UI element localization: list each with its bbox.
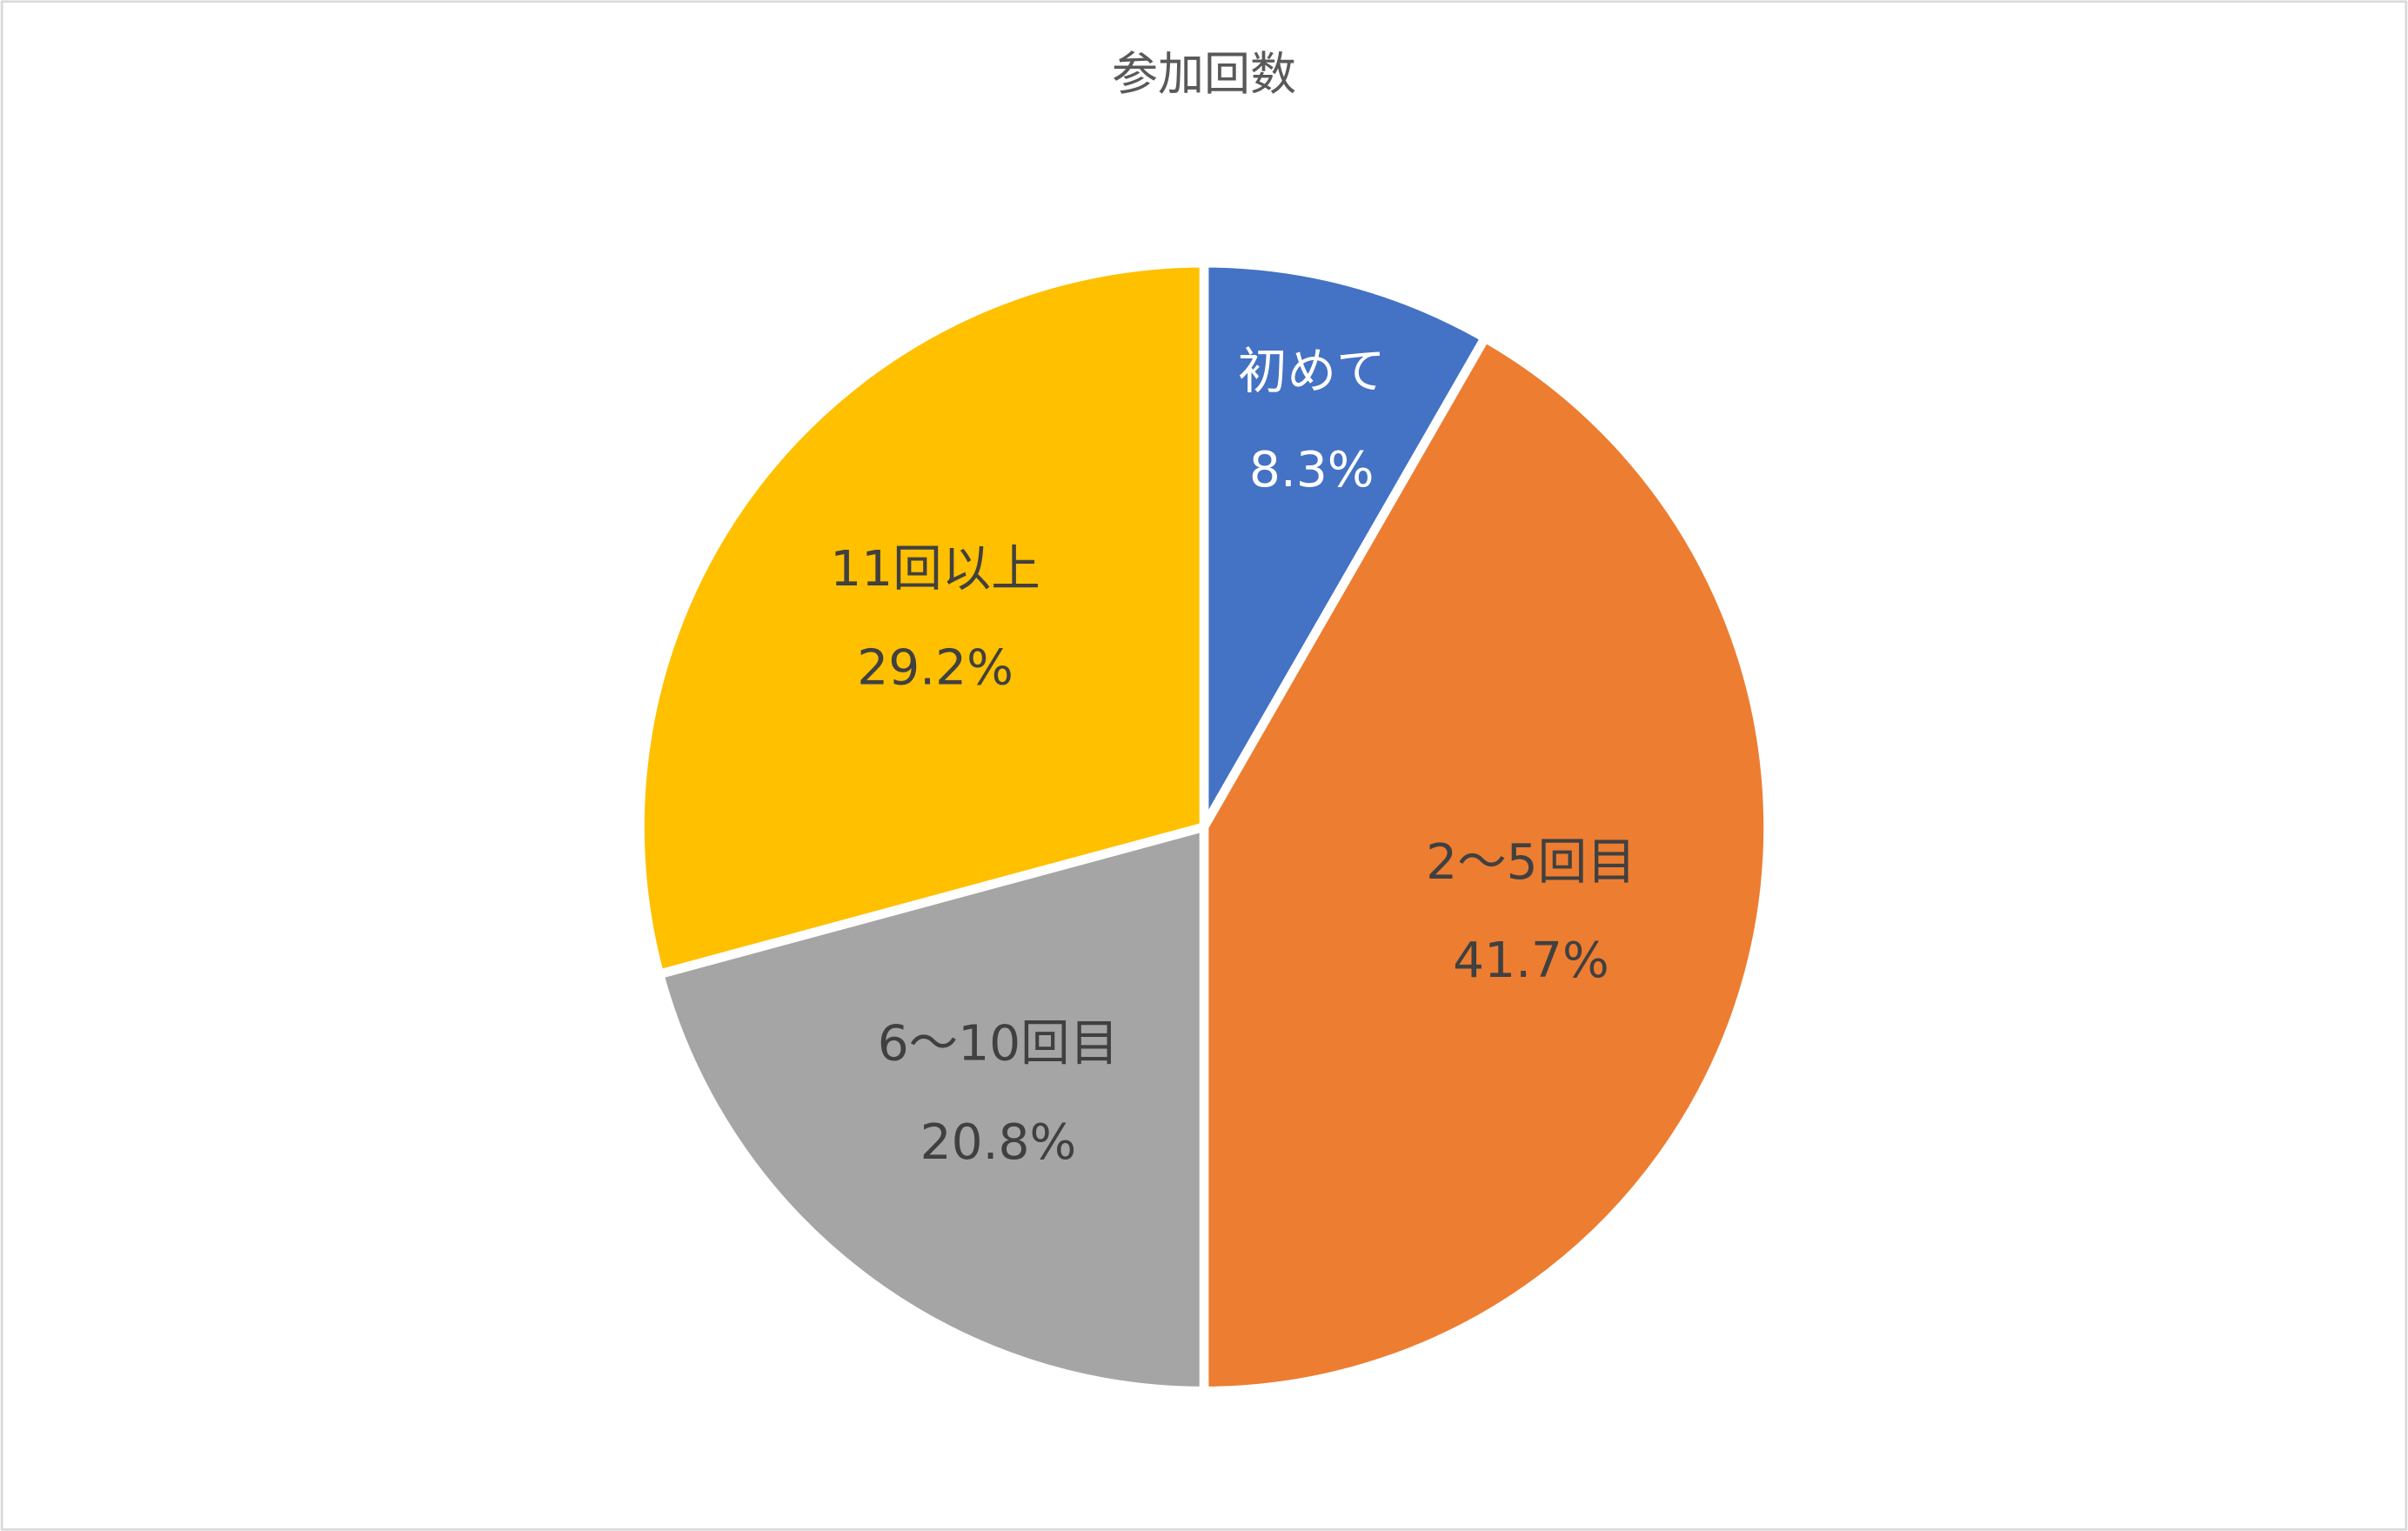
value-label: 41.7% [1453,933,1609,989]
pie-slice [635,257,1209,979]
slice-label: 初めて [1238,344,1386,400]
slice-label: 2〜5回目 [1426,834,1636,891]
value-label: 20.8% [920,1114,1077,1171]
value-label: 8.3% [1249,442,1375,498]
value-label: 29.2% [857,639,1013,696]
slice-label: 6〜10回目 [878,1016,1119,1073]
pie-slice [654,822,1209,1396]
slice-label: 11回以上 [830,541,1040,598]
pie-slice [1199,333,1773,1396]
pie-slice [1199,257,1490,832]
chart-title: 参加回数 [1112,47,1296,101]
